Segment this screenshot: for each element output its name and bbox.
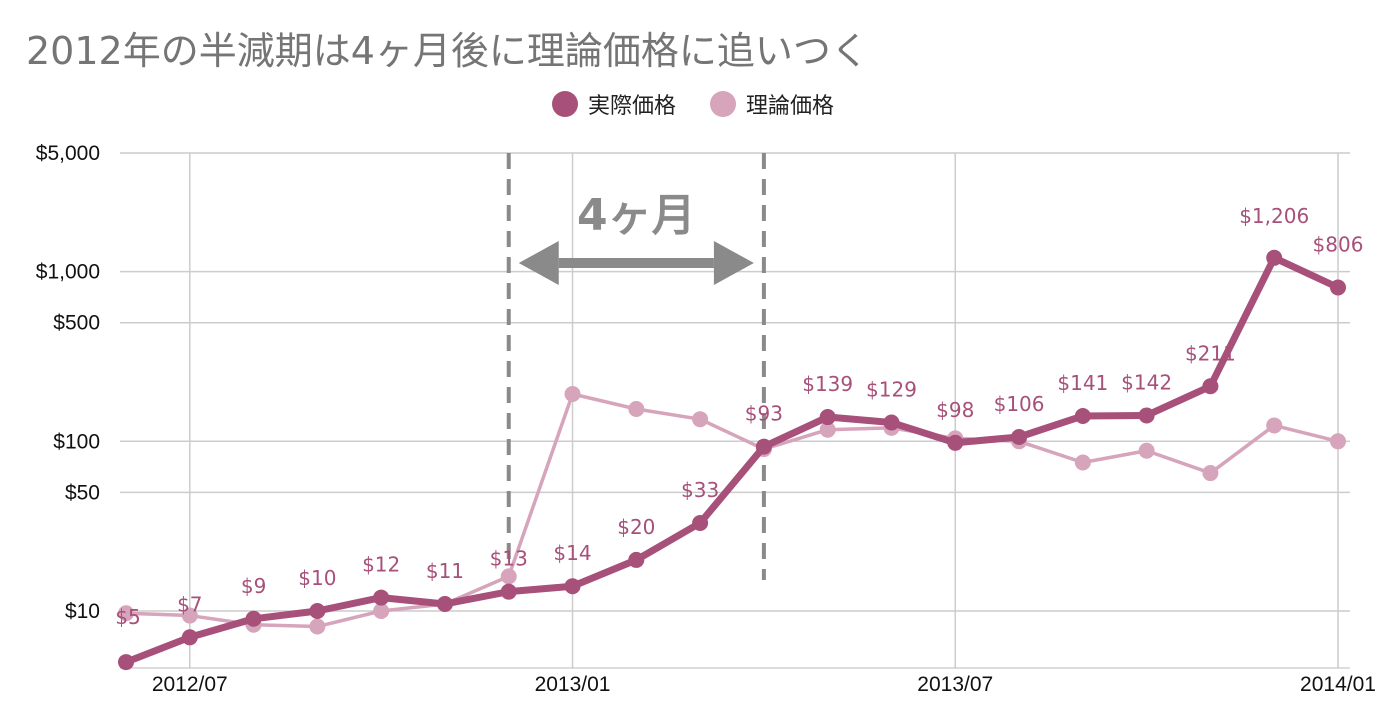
data-label-actual: $806: [1313, 233, 1364, 257]
data-label-actual: $20: [617, 515, 655, 539]
data-point-theoretical: [564, 386, 581, 403]
data-label-actual: $98: [936, 398, 974, 422]
legend-swatch-actual: [551, 91, 578, 117]
data-label-actual: $10: [298, 566, 336, 590]
data-point-actual: [819, 409, 836, 426]
data-point-theoretical: [1330, 433, 1346, 450]
data-point-actual: [1202, 378, 1219, 395]
data-point-actual: [245, 610, 262, 627]
data-point-theoretical: [628, 401, 645, 418]
series-lines: [118, 249, 1346, 671]
data-point-actual: [883, 414, 900, 431]
y-tick-label: $50: [65, 481, 100, 504]
data-label-actual: $142: [1121, 370, 1172, 394]
x-axis-ticks: 2012/07 2013/01 2013/07 2014/01: [152, 673, 1376, 696]
data-point-actual: [1330, 279, 1346, 296]
data-point-actual: [118, 654, 134, 671]
y-tick-label: $1,000: [36, 261, 100, 284]
data-point-actual: [947, 434, 964, 451]
data-point-theoretical: [309, 618, 326, 635]
data-point-theoretical: [181, 607, 198, 624]
x-tick-label: 2013/01: [535, 673, 611, 696]
y-axis-ticks: $10 $50 $100 $500 $1,000 $5,000: [36, 142, 100, 623]
y-tick-label: $500: [53, 312, 100, 335]
data-label-actual: $11: [426, 559, 464, 583]
data-point-theoretical: [692, 411, 709, 428]
x-tick-label: 2012/07: [152, 673, 228, 696]
data-label-actual: $129: [866, 378, 917, 402]
data-label-actual: $211: [1185, 341, 1236, 365]
legend-item-actual[interactable]: 実際価格: [551, 88, 676, 120]
data-label-actual: $14: [553, 541, 591, 565]
data-label-actual: $139: [802, 372, 853, 396]
data-point-actual: [1138, 407, 1155, 424]
data-point-theoretical: [1202, 465, 1219, 482]
data-label-actual: $13: [490, 547, 528, 571]
data-label-actual: $9: [241, 574, 266, 598]
chart-legend: 実際価格 理論価格: [0, 88, 1386, 120]
data-label-actual: $141: [1057, 371, 1108, 395]
annotation-arrow-head-left: [518, 241, 559, 285]
data-label-actual: $5: [115, 605, 140, 629]
data-point-actual: [181, 629, 198, 646]
y-tick-label: $100: [53, 430, 100, 453]
data-label-actual: $93: [745, 402, 783, 426]
legend-swatch-theoretical: [710, 91, 736, 117]
data-label-actual: $106: [994, 392, 1045, 416]
data-point-theoretical: [118, 605, 134, 622]
annotation-label: 4ヶ月: [577, 190, 696, 241]
data-point-actual: [373, 589, 390, 606]
data-point-theoretical: [1266, 417, 1283, 434]
data-point-theoretical: [819, 421, 836, 438]
data-point-theoretical: [1138, 442, 1155, 459]
data-label-actual: $33: [681, 478, 719, 502]
y-tick-label: $10: [65, 600, 100, 623]
legend-label-theoretical: 理論価格: [746, 94, 835, 119]
series-line-theoretical: [125, 392, 1339, 629]
data-point-actual: [564, 578, 581, 595]
annotation-arrow-head-right: [713, 241, 754, 285]
data-point-actual: [1011, 429, 1028, 446]
data-label-actual: $12: [362, 553, 400, 577]
x-tick-label: 2013/07: [917, 673, 993, 696]
data-point-theoretical: [1074, 454, 1091, 471]
data-point-actual: [500, 583, 517, 600]
data-point-actual: [309, 603, 326, 619]
data-point-actual: [1074, 407, 1091, 424]
data-point-actual: [628, 551, 645, 568]
data-point-actual: [436, 595, 453, 612]
data-point-actual: [755, 438, 772, 455]
data-labels: $5 $7 $9 $10 $12 $11 $13 $14 $20 $33 $93 $139 $129 $9…: [115, 204, 1363, 629]
data-label-actual: $7: [177, 592, 202, 616]
data-point-actual: [1266, 249, 1283, 266]
data-point-theoretical: [373, 603, 390, 619]
legend-label-actual: 実際価格: [587, 94, 676, 119]
data-point-theoretical: [500, 568, 517, 585]
data-point-actual: [692, 515, 709, 532]
chart-title: 2012年の半減期は4ヶ月後に理論価格に追いつく: [26, 29, 869, 73]
series-line-actual: [124, 254, 1340, 666]
y-tick-label: $5,000: [36, 142, 100, 165]
data-label-actual: $1,206: [1239, 204, 1309, 228]
interval-annotation: 4ヶ月: [506, 153, 766, 580]
x-tick-label: 2014/01: [1300, 673, 1376, 696]
legend-item-theoretical[interactable]: 理論価格: [710, 88, 834, 120]
